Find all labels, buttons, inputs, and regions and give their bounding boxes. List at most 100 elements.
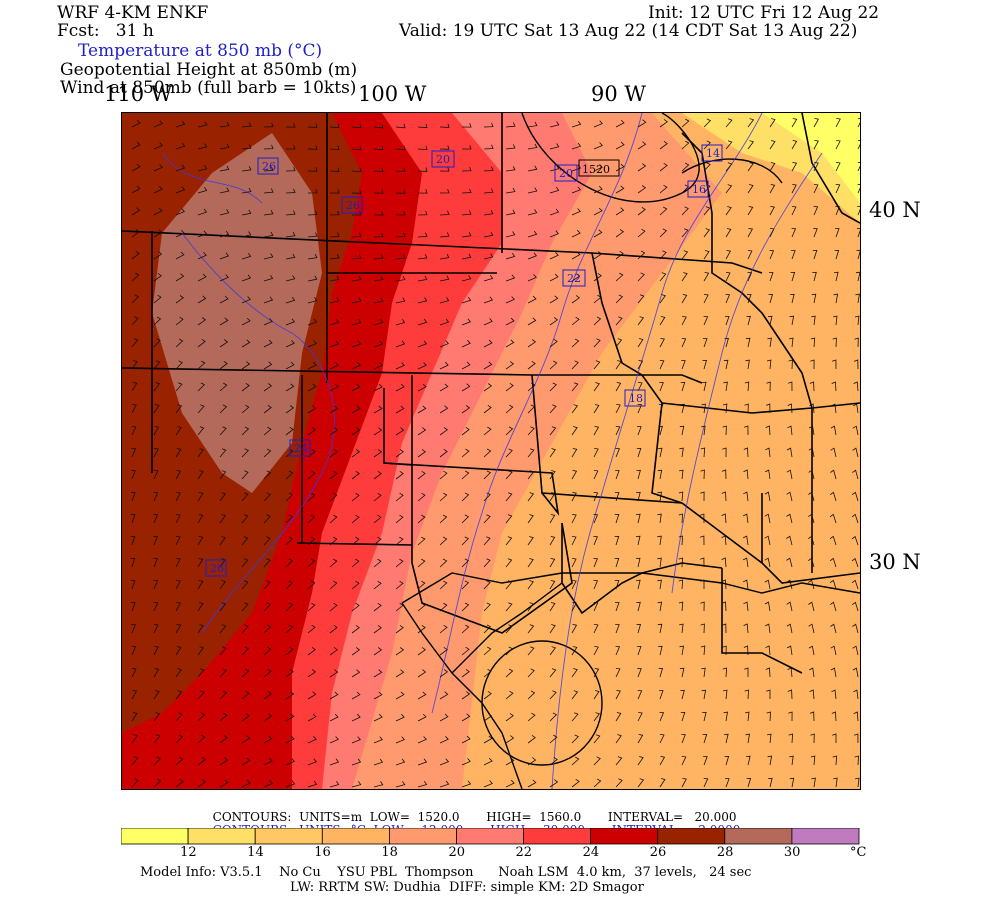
wind-barb xyxy=(571,382,579,392)
wind-barb xyxy=(857,118,860,128)
wind-barb xyxy=(681,360,686,370)
wind-barb xyxy=(786,579,793,590)
wind-barb xyxy=(725,778,730,788)
wind-barb xyxy=(851,579,859,590)
wind-barb xyxy=(329,580,338,590)
wind-barb xyxy=(373,514,382,524)
wind-barb xyxy=(505,646,513,656)
wind-barb xyxy=(769,118,776,128)
wind-barb xyxy=(657,535,662,546)
wind-barb xyxy=(417,232,428,238)
wind-barb xyxy=(835,118,841,128)
wind-barb xyxy=(527,492,535,502)
wind-barb xyxy=(395,362,405,370)
wind-barb xyxy=(745,733,750,744)
wind-barb xyxy=(527,602,535,612)
colorbar-tick-label: 14 xyxy=(247,845,264,860)
wind-barb xyxy=(790,293,795,304)
wind-barb xyxy=(549,624,556,634)
wind-barb xyxy=(285,558,294,568)
wind-barb xyxy=(131,668,137,678)
wind-barb xyxy=(153,338,161,348)
wind-barb xyxy=(131,272,140,282)
wind-barb xyxy=(829,513,837,524)
wind-barb xyxy=(723,711,728,722)
wind-barb xyxy=(417,558,426,568)
wind-barb xyxy=(307,340,317,348)
wind-barb xyxy=(439,318,450,326)
wind-barbs xyxy=(130,118,860,788)
wind-barb xyxy=(175,778,184,788)
wind-barb xyxy=(131,492,136,502)
wind-barb xyxy=(857,162,860,172)
wind-barb xyxy=(219,602,227,612)
wind-barb xyxy=(549,186,560,194)
wind-barb xyxy=(635,535,641,546)
wind-barb xyxy=(329,167,340,172)
wind-barb xyxy=(699,557,705,568)
wind-barb xyxy=(657,513,662,524)
wind-barb xyxy=(764,535,771,546)
wind-barb xyxy=(809,667,815,678)
wind-barb xyxy=(747,162,754,172)
wind-barb xyxy=(835,228,840,238)
wind-barb xyxy=(483,448,492,458)
wind-barb xyxy=(395,514,404,524)
wind-barb xyxy=(263,339,273,348)
wind-barb xyxy=(615,141,625,150)
wind-barb xyxy=(395,167,406,172)
wind-barb xyxy=(285,210,296,216)
contour-label: 1520 xyxy=(582,163,610,176)
wind-barb xyxy=(636,601,641,612)
wind-barb xyxy=(241,296,251,304)
wind-barb xyxy=(699,535,705,546)
wind-barb xyxy=(153,624,159,634)
wind-barb xyxy=(263,780,273,788)
wind-barb xyxy=(766,359,772,370)
wind-barb xyxy=(439,691,449,700)
wind-barb xyxy=(263,296,274,304)
wind-barb xyxy=(615,646,621,656)
wind-barb xyxy=(417,145,428,151)
wind-barb xyxy=(131,229,141,238)
wind-barb xyxy=(219,757,229,766)
wind-barb xyxy=(219,514,226,524)
wind-barb xyxy=(153,558,158,568)
wind-barb xyxy=(197,165,208,172)
wind-barb xyxy=(549,208,560,216)
wind-barb xyxy=(593,273,602,282)
wind-barb xyxy=(527,209,538,216)
wind-barb xyxy=(659,162,668,172)
wind-barb xyxy=(593,690,600,700)
wind-barb xyxy=(307,713,317,722)
wind-barb xyxy=(131,141,141,150)
wind-barb xyxy=(285,361,295,370)
wind-barb xyxy=(637,272,645,282)
wind-barb xyxy=(175,229,185,238)
wind-barb xyxy=(830,623,837,634)
wind-barb xyxy=(764,601,771,612)
wind-barb xyxy=(549,646,557,656)
wind-barb xyxy=(197,492,204,502)
wind-barb xyxy=(351,275,362,282)
wind-barb xyxy=(219,690,228,700)
wind-barb xyxy=(197,273,207,282)
wind-barb xyxy=(571,602,577,612)
wind-barb xyxy=(439,361,449,370)
wind-barb xyxy=(175,273,185,282)
wind-barb xyxy=(746,755,751,766)
wind-barb xyxy=(417,669,427,678)
wind-barb xyxy=(725,272,731,282)
wind-barb xyxy=(461,713,471,722)
wind-barb xyxy=(571,229,581,238)
wind-barb xyxy=(703,338,708,348)
wind-barb xyxy=(461,405,471,414)
wind-barb xyxy=(153,316,162,326)
wind-barb xyxy=(329,669,339,678)
wind-barb xyxy=(175,646,182,656)
wind-barb xyxy=(461,383,471,392)
lon-label-110w: 110 W xyxy=(104,82,173,106)
wind-barb xyxy=(527,382,536,392)
wind-barb xyxy=(571,426,578,436)
wind-barb xyxy=(197,536,204,546)
